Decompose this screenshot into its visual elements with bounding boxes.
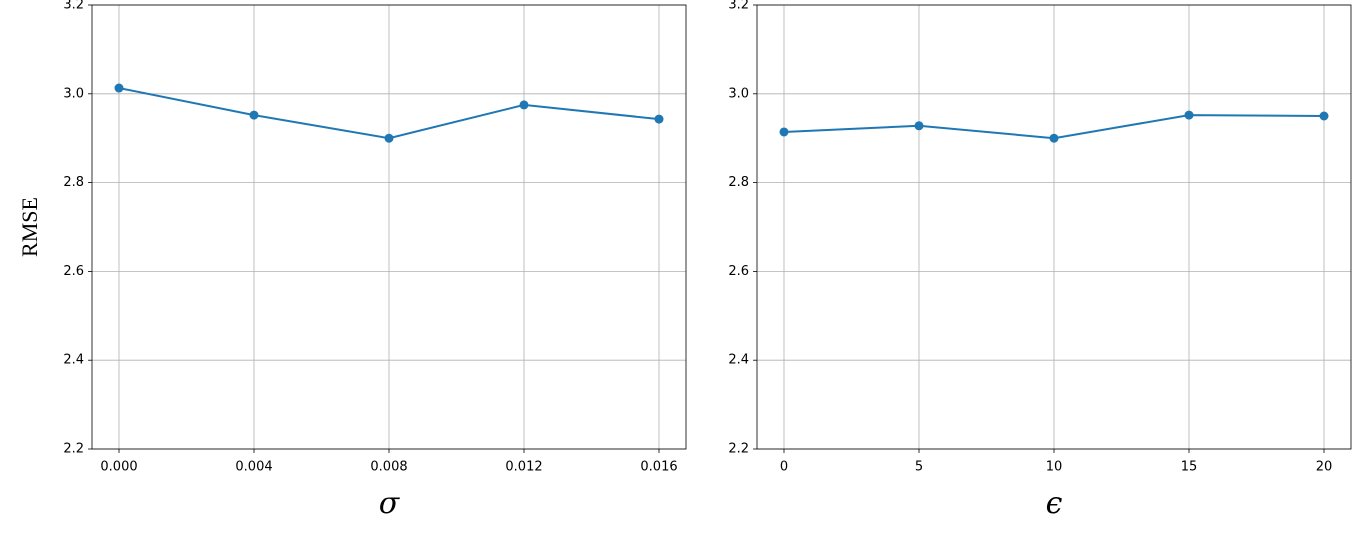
marker bbox=[654, 114, 664, 124]
x-tick-label: 10 bbox=[1046, 460, 1063, 475]
x-tick-label: 0.000 bbox=[100, 460, 137, 475]
x-tick-label: 0.012 bbox=[505, 460, 542, 475]
y-tick-label: 3.2 bbox=[63, 0, 84, 13]
y-tick-label: 2.4 bbox=[728, 353, 749, 368]
x-tick-label: 20 bbox=[1316, 460, 1333, 475]
x-tick-label: 0.008 bbox=[370, 460, 407, 475]
y-tick-label: 2.8 bbox=[63, 175, 84, 190]
marker bbox=[519, 100, 529, 110]
plot-frame bbox=[756, 4, 1352, 450]
y-tick-label: 2.6 bbox=[728, 264, 749, 279]
y-tick-label: 3.0 bbox=[63, 86, 84, 101]
y-axis-label: RMSE bbox=[17, 197, 42, 257]
y-tick-label: 2.4 bbox=[63, 353, 84, 368]
x-axis-label: ϵ bbox=[1046, 486, 1063, 521]
y-tick-label: 3.0 bbox=[728, 86, 749, 101]
x-tick-label: 5 bbox=[915, 460, 923, 475]
marker bbox=[249, 110, 259, 120]
x-axis-label: σ bbox=[379, 486, 401, 521]
marker bbox=[1049, 133, 1059, 143]
marker bbox=[914, 121, 924, 131]
x-tick-label: 0.004 bbox=[235, 460, 272, 475]
x-tick-label: 15 bbox=[1181, 460, 1198, 475]
y-tick-label: 2.2 bbox=[728, 442, 749, 457]
marker bbox=[384, 133, 394, 143]
y-tick-label: 3.2 bbox=[728, 0, 749, 13]
marker bbox=[1319, 111, 1329, 121]
plot-frame bbox=[91, 4, 687, 450]
marker bbox=[114, 83, 124, 93]
y-tick-label: 2.6 bbox=[63, 264, 84, 279]
marker bbox=[779, 127, 789, 137]
x-tick-label: 0.016 bbox=[640, 460, 677, 475]
y-tick-label: 2.8 bbox=[728, 175, 749, 190]
y-tick-label: 2.2 bbox=[63, 442, 84, 457]
marker bbox=[1184, 110, 1194, 120]
x-tick-label: 0 bbox=[780, 460, 788, 475]
